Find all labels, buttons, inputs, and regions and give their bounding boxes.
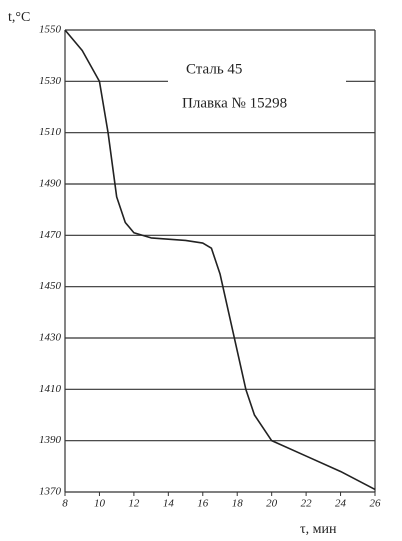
y-tick-label: 1410 (39, 383, 62, 395)
x-tick-label: 14 (163, 498, 175, 510)
y-tick-label: 1510 (39, 126, 62, 138)
data-line (64, 29, 376, 491)
annotation: Плавка № 15298 (182, 95, 287, 111)
annotation-box (168, 50, 346, 130)
y-tick-label: 1530 (39, 75, 62, 87)
x-tick-label: 24 (335, 498, 347, 510)
x-tick-label: 10 (94, 498, 106, 510)
x-tick-label: 12 (128, 498, 140, 510)
y-axis-label: t,°C (8, 10, 30, 25)
y-tick-label: 1390 (39, 434, 62, 446)
x-tick-label: 16 (197, 498, 209, 510)
y-tick-label: 1430 (39, 332, 62, 344)
y-tick-label: 1490 (39, 178, 62, 190)
x-axis-label: τ, мин (300, 522, 337, 537)
y-tick-label: 1370 (39, 486, 62, 498)
x-tick-label: 20 (266, 498, 278, 510)
x-tick-label: 22 (301, 498, 313, 510)
x-tick-label: 8 (62, 498, 68, 510)
y-tick-label: 1550 (39, 24, 62, 36)
annotation: Сталь 45 (186, 61, 242, 77)
y-tick-label: 1450 (39, 280, 62, 292)
x-tick-label: 26 (370, 498, 382, 510)
x-tick-label: 18 (232, 498, 244, 510)
y-tick-label: 1470 (39, 229, 62, 241)
